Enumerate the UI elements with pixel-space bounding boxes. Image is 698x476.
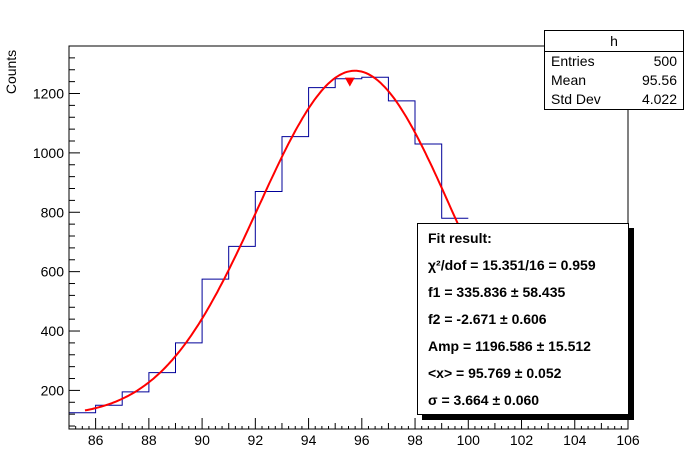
stats-value: 4.022 bbox=[641, 91, 677, 107]
x-tick-label: 94 bbox=[301, 432, 317, 448]
y-tick-label: 200 bbox=[41, 382, 65, 398]
y-axis: 200 400 600 800 1000 1200 bbox=[33, 45, 80, 427]
stats-label: Std Dev bbox=[551, 91, 601, 107]
x-tick-label: 100 bbox=[457, 432, 481, 448]
y-tick-label: 1000 bbox=[33, 145, 64, 161]
fit-layer bbox=[84, 69, 464, 412]
fit-sigma: σ = 3.664 ± 0.060 bbox=[428, 392, 540, 408]
y-tick-label: 1200 bbox=[33, 86, 64, 102]
x-tick-label: 92 bbox=[248, 432, 264, 448]
x-tick-label: 86 bbox=[88, 432, 104, 448]
stats-row-mean: Mean 95.56 bbox=[545, 71, 683, 90]
y-tick-label: 600 bbox=[41, 264, 65, 280]
stats-row-stddev: Std Dev 4.022 bbox=[545, 90, 683, 109]
x-tick-label: 90 bbox=[194, 432, 210, 448]
y-tick-label: 400 bbox=[41, 323, 65, 339]
stats-label: Mean bbox=[551, 72, 587, 88]
y-axis-label: Counts bbox=[3, 50, 19, 94]
stats-value: 500 bbox=[653, 53, 677, 69]
fit-chi2: χ²/dof = 15.351/16 = 0.959 bbox=[428, 257, 596, 273]
stats-title: h bbox=[545, 31, 683, 52]
stats-box: h Entries 500 Mean 95.56 Std Dev 4.022 bbox=[544, 30, 684, 110]
y-tick-label: 800 bbox=[41, 204, 65, 220]
stats-label: Entries bbox=[551, 53, 595, 69]
x-tick-label: 98 bbox=[407, 432, 423, 448]
histogram-layer bbox=[69, 76, 469, 414]
fit-mean: <x> = 95.769 ± 0.052 bbox=[428, 365, 562, 381]
histogram-outline bbox=[69, 76, 469, 414]
x-tick-label: 104 bbox=[563, 432, 587, 448]
fit-amp: Amp = 1196.586 ± 15.512 bbox=[428, 338, 591, 354]
stats-value: 95.56 bbox=[641, 72, 677, 88]
fit-f2: f2 = -2.671 ± 0.606 bbox=[428, 311, 547, 327]
fit-curve bbox=[84, 69, 464, 412]
x-tick-label: 102 bbox=[510, 432, 534, 448]
fit-result-box: Fit result: χ²/dof = 15.351/16 = 0.959 f… bbox=[417, 223, 629, 415]
x-tick-label: 96 bbox=[354, 432, 370, 448]
fit-f1: f1 = 335.836 ± 58.435 bbox=[428, 284, 566, 300]
mean-marker bbox=[344, 77, 355, 87]
x-axis: 86 88 90 92 94 96 98 100 102 104 106 bbox=[68, 418, 640, 448]
stats-row-entries: Entries 500 bbox=[545, 52, 683, 71]
x-tick-label: 106 bbox=[616, 432, 640, 448]
x-tick-label: 88 bbox=[141, 432, 157, 448]
fit-title: Fit result: bbox=[428, 230, 492, 246]
